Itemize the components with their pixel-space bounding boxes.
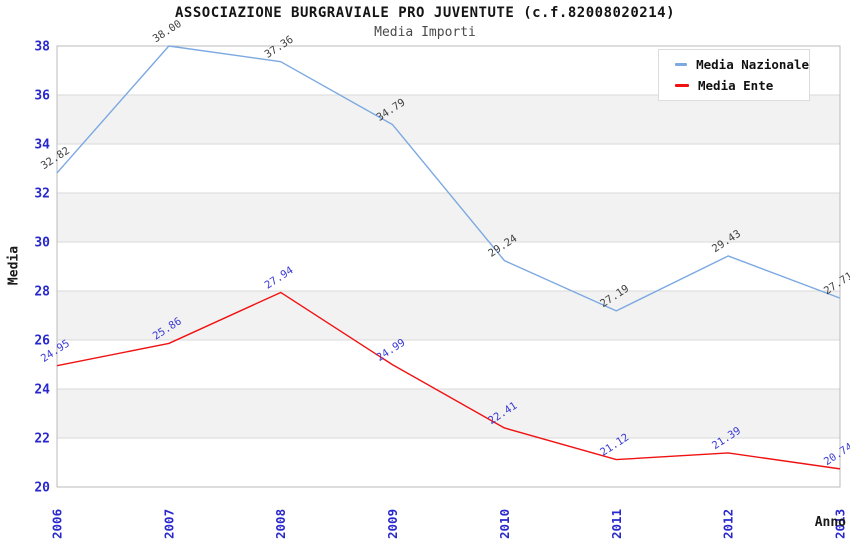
legend-box: Media Nazionale Media Ente xyxy=(658,49,810,101)
chart-title: ASSOCIAZIONE BURGRAVIALE PRO JUVENTUTE (… xyxy=(174,5,675,21)
data-point-label: 24.99 xyxy=(374,337,407,364)
plot-band xyxy=(57,291,840,340)
data-point-label: 38.00 xyxy=(151,18,184,45)
legend-item-media-ente: Media Ente xyxy=(675,78,809,93)
y-tick-label: 38 xyxy=(34,40,50,55)
data-point-label: 20.74 xyxy=(822,441,850,468)
media-nazionale-line-marker-icon xyxy=(675,63,688,66)
chart-subtitle: Media Importi xyxy=(374,25,476,40)
y-tick-label: 28 xyxy=(34,285,50,300)
data-point-label: 37.36 xyxy=(263,34,296,61)
y-tick-label: 32 xyxy=(34,187,50,202)
media-ente-line-marker-icon xyxy=(675,84,689,87)
legend-item-media-nazionale: Media Nazionale xyxy=(675,57,809,72)
plot-border xyxy=(56,45,841,488)
plot-band xyxy=(57,95,840,144)
y-tick-label: 36 xyxy=(34,89,50,104)
series-line-media-nazionale xyxy=(56,45,841,312)
x-tick-label: 2009 xyxy=(385,509,400,539)
x-tick-label: 2006 xyxy=(50,509,65,539)
x-tick-label: 2008 xyxy=(273,509,288,539)
x-tick-label: 2011 xyxy=(609,509,624,539)
x-tick-label: 2010 xyxy=(497,509,512,539)
y-tick-label: 30 xyxy=(34,236,50,251)
data-point-label: 27.94 xyxy=(263,264,296,291)
y-tick-label: 22 xyxy=(34,432,50,447)
legend-label: Media Ente xyxy=(698,78,774,93)
y-tick-label: 26 xyxy=(34,334,50,349)
y-axis-title: Media xyxy=(6,245,22,286)
x-axis-title: Anno xyxy=(814,515,846,530)
plot-band xyxy=(57,389,840,438)
series-line-media-ente xyxy=(56,291,841,470)
x-tick-label: 2012 xyxy=(721,509,736,539)
x-tick-label: 2013 xyxy=(833,509,848,539)
plot-band xyxy=(57,193,840,242)
x-tick-label: 2007 xyxy=(161,509,176,539)
y-tick-label: 34 xyxy=(34,138,50,153)
legend-label: Media Nazionale xyxy=(696,57,809,72)
y-tick-label: 24 xyxy=(34,383,50,398)
y-tick-label: 20 xyxy=(34,481,50,496)
